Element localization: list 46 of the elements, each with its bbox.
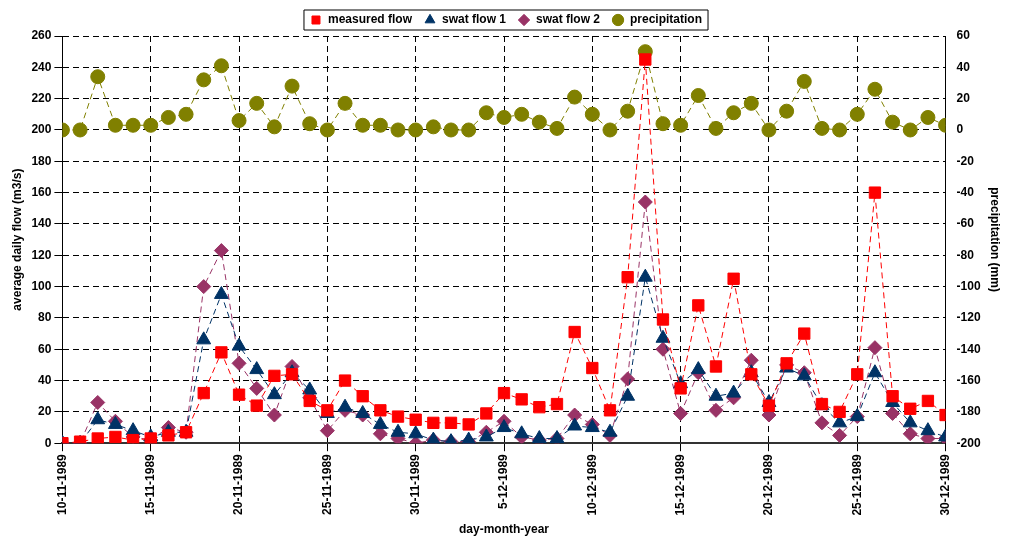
legend-label: swat flow 1 bbox=[442, 12, 507, 27]
y2-tick-label: -120 bbox=[956, 310, 981, 325]
y-tick-label: 180 bbox=[31, 153, 52, 168]
y-tick-label: 200 bbox=[31, 122, 52, 137]
x-tick-label: 20-11-1989 bbox=[231, 453, 246, 515]
y-tick-label: 120 bbox=[31, 247, 52, 262]
y-tick-label: 260 bbox=[31, 28, 52, 43]
y-tick-label: 40 bbox=[38, 372, 52, 387]
legend-label: measured flow bbox=[327, 12, 413, 27]
x-tick-label: 15-12-1989 bbox=[672, 453, 687, 516]
y2-tick-label: -40 bbox=[956, 184, 975, 199]
y-tick-label: 80 bbox=[38, 310, 52, 325]
x-tick-label: 10-11-1989 bbox=[54, 453, 69, 515]
y-tick-label: 0 bbox=[44, 435, 52, 450]
y-tick-label: 160 bbox=[31, 184, 52, 199]
y-tick-label: 220 bbox=[31, 90, 52, 105]
y2-tick-label: -200 bbox=[956, 435, 981, 450]
x-tick-label: 25-12-1989 bbox=[849, 453, 864, 516]
x-tick-label: 25-11-1989 bbox=[319, 453, 334, 515]
y2-tick-label: 20 bbox=[956, 90, 971, 105]
y-axis-title: average daily flow (m3/s) bbox=[9, 168, 24, 311]
x-tick-label: 30-11-1989 bbox=[408, 453, 422, 515]
legend-label: precipitation bbox=[630, 12, 703, 27]
x-tick-label: 15-11-1989 bbox=[143, 453, 158, 515]
y2-tick-label: -80 bbox=[956, 247, 975, 262]
y2-tick-label: 60 bbox=[956, 28, 971, 43]
y2-axis-title: precipitation (mm) bbox=[988, 187, 1003, 292]
y-tick-label: 60 bbox=[38, 341, 52, 356]
y2-tick-label: -160 bbox=[956, 372, 981, 387]
y2-tick-label: -60 bbox=[956, 216, 975, 231]
x-tick-label: 5-12-1989 bbox=[496, 453, 511, 509]
y-tick-label: 20 bbox=[38, 404, 52, 419]
y2-tick-label: -140 bbox=[956, 341, 981, 356]
y2-tick-label: 40 bbox=[956, 59, 971, 74]
y2-tick-label: -100 bbox=[956, 278, 981, 293]
y-tick-label: 240 bbox=[31, 59, 52, 74]
x-axis-title: day-month-year bbox=[458, 522, 550, 537]
legend-label: swat flow 2 bbox=[536, 12, 601, 27]
y-tick-label: 100 bbox=[31, 278, 52, 293]
y2-tick-label: -20 bbox=[956, 153, 975, 168]
x-tick-label: 30-12-1989 bbox=[937, 453, 952, 516]
y-tick-label: 140 bbox=[31, 216, 52, 231]
x-tick-label: 10-12-1989 bbox=[584, 453, 599, 516]
y2-tick-label: -180 bbox=[956, 404, 981, 419]
x-tick-label: 20-12-1989 bbox=[761, 453, 776, 516]
y2-tick-label: 0 bbox=[956, 122, 964, 137]
